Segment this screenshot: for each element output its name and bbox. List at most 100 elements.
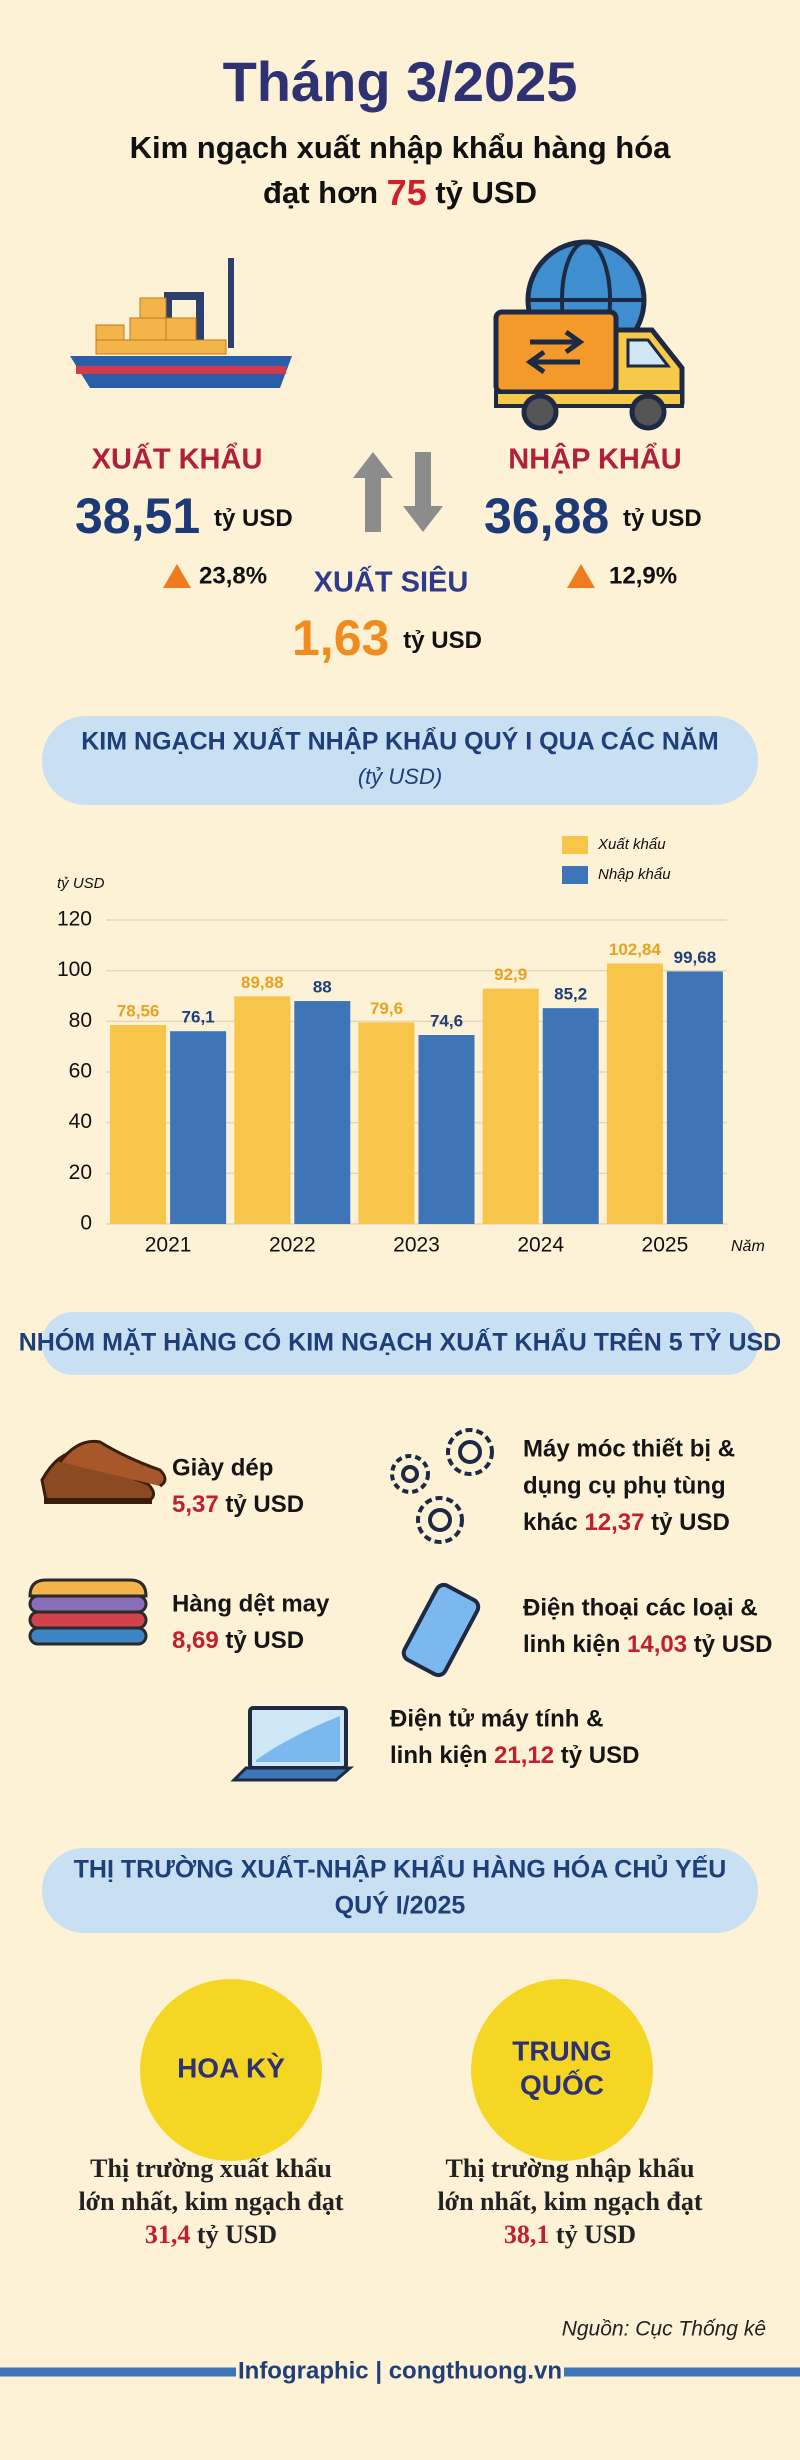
shoe-icon-part [58, 1439, 167, 1488]
product-name: Điện thoại các loại & [523, 1594, 758, 1621]
clothes-icon-part [28, 1610, 148, 1630]
section-banner [42, 1848, 758, 1933]
product-value-line: khác 12,37 tỷ USD [523, 1509, 730, 1536]
truck-icon-part [629, 393, 667, 431]
highlight-number: 75 [387, 172, 427, 213]
phone-icon [401, 1582, 481, 1678]
clothes-icon-part [28, 1578, 148, 1598]
market-value: 38,1 [504, 2220, 550, 2249]
subtitle-text: đạt hơn [263, 175, 378, 210]
truck-icon-part [521, 393, 559, 431]
footer-brand: Infographic | congthuong.vn [238, 2357, 562, 2384]
import-label: NHẬP KHẨU [508, 442, 681, 476]
section-banner [42, 716, 758, 805]
value-label: 99,68 [674, 948, 717, 967]
x-tick-label: 2023 [393, 1234, 440, 1257]
clothes-icon [28, 1578, 148, 1646]
legend-label: Xuất khẩu [597, 836, 666, 853]
ship-icon-part [164, 292, 204, 300]
market-circle [140, 1979, 322, 2161]
gears-icon-part [428, 1508, 452, 1532]
product-name: Điện tử máy tính & [390, 1705, 603, 1732]
section-title: NHÓM MẶT HÀNG CÓ KIM NGẠCH XUẤT KHẨU TRÊ… [19, 1327, 782, 1357]
laptop-icon-part [256, 1716, 340, 1762]
market-name: TRUNG [512, 2035, 612, 2066]
market-name: HOA KỲ [177, 2052, 285, 2083]
market-value-line: 38,1 tỷ USD [504, 2220, 636, 2249]
unit: tỷ USD [556, 2220, 636, 2249]
laptop-icon-part [230, 1766, 355, 1782]
unit: tỷ USD [214, 505, 293, 532]
exchange-arrows-icon-part [353, 452, 393, 532]
gears-icon-part [390, 1454, 430, 1494]
product-value: 14,03 [627, 1631, 687, 1658]
subtitle: Kim ngạch xuất nhập khẩu hàng hóa [130, 130, 672, 165]
product-name: linh kiện [390, 1742, 487, 1769]
y-tick-label: 80 [69, 1009, 92, 1032]
shoe-icon [40, 1439, 167, 1504]
value-label: 78,56 [117, 1001, 160, 1020]
truck-icon-part [525, 329, 585, 375]
value-label: 79,6 [370, 999, 403, 1018]
market-name: QUỐC [520, 2068, 604, 2100]
value-label: 102,84 [609, 940, 662, 959]
x-tick-label: 2021 [145, 1234, 192, 1257]
y-tick-label: 20 [69, 1161, 92, 1184]
market-circle [471, 1979, 653, 2161]
ship-icon [70, 258, 292, 388]
bar [666, 971, 723, 1224]
product-name: dụng cụ phụ tùng [523, 1472, 726, 1499]
ship-icon-part [95, 324, 125, 341]
products: Giày dép 5,37 tỷ USD Máy móc thiết bị & dụn… [172, 1435, 772, 1769]
product-value-line: linh kiện 21,12 tỷ USD [390, 1742, 639, 1769]
product-name: Máy móc thiết bị & [523, 1435, 735, 1462]
subtitle-line: đạt hơn 75 tỷ USD [263, 172, 537, 213]
unit: tỷ USD [225, 1627, 304, 1654]
value-label: 74,6 [430, 1011, 463, 1030]
unit: tỷ USD [561, 1742, 640, 1769]
x-tick-label: 2025 [642, 1234, 689, 1257]
section-title: QUÝ I/2025 [335, 1890, 466, 1920]
export-label: XUẤT KHẨU [92, 442, 263, 476]
y-axis-label: tỷ USD [57, 875, 105, 892]
surplus-value: 1,63 [292, 610, 389, 666]
bar [358, 1022, 415, 1224]
legend-label: Nhập khẩu [598, 866, 671, 883]
market-value: 31,4 [145, 2220, 191, 2249]
y-tick-label: 40 [69, 1110, 92, 1133]
product-value: 5,37 [172, 1491, 219, 1518]
unit: tỷ USD [694, 1631, 773, 1658]
import-value: 36,88 [484, 488, 609, 544]
gears-icon-part [401, 1465, 419, 1483]
ship-icon-part [196, 292, 204, 340]
value-label: 89,88 [241, 973, 284, 992]
import-growth: 12,9% [609, 562, 677, 589]
unit: tỷ USD [225, 1491, 304, 1518]
export-line: 38,51 tỷ USD [75, 488, 293, 544]
product-value: 12,37 [584, 1509, 644, 1536]
ship-icon-part [228, 258, 234, 348]
title: Tháng 3/2025 [223, 50, 578, 113]
unit: tỷ USD [651, 1509, 730, 1536]
growth-triangle [163, 564, 191, 588]
product-value-line: 5,37 tỷ USD [172, 1491, 304, 1518]
y-tick-label: 0 [80, 1212, 92, 1235]
truck-icon-part [626, 338, 672, 368]
exchange-arrows-icon [353, 452, 443, 532]
phone-icon-part [401, 1582, 481, 1678]
clothes-icon-part [28, 1594, 148, 1614]
bar [542, 1008, 599, 1224]
gears-icon-part [446, 1428, 494, 1476]
value-label: 85,2 [554, 985, 587, 1004]
market-description: Thị trường xuất khẩu [90, 2154, 332, 2183]
exchange-arrows-icon-part [403, 452, 443, 532]
product-value: 21,12 [494, 1742, 554, 1769]
product-value-line: 8,69 tỷ USD [172, 1627, 304, 1654]
y-tick-label: 60 [69, 1060, 92, 1083]
value-label: 76,1 [182, 1008, 215, 1027]
unit: tỷ USD [403, 627, 482, 654]
export-growth: 23,8% [199, 562, 267, 589]
bar [170, 1031, 227, 1224]
legend-swatch [562, 866, 588, 884]
